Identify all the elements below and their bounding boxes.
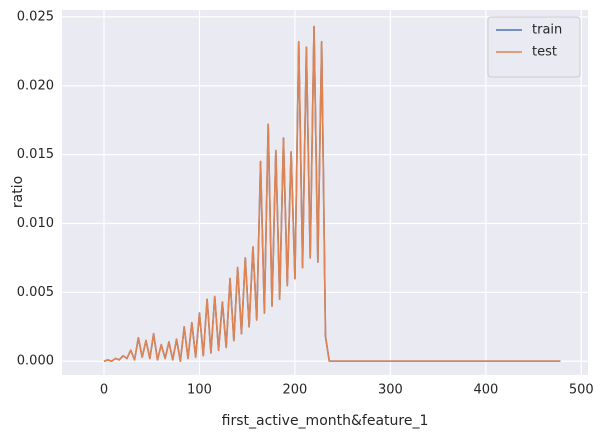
x-tick-label: 0 [100, 383, 108, 398]
legend-label: train [532, 23, 562, 38]
x-tick-label: 200 [283, 383, 308, 398]
y-tick-label: 0.020 [17, 78, 54, 93]
y-tick-label: 0.010 [17, 216, 54, 231]
x-tick-label: 400 [473, 383, 498, 398]
x-tick-label: 300 [378, 383, 403, 398]
legend-label: test [532, 45, 557, 60]
y-axis-label: ratio [10, 176, 26, 208]
y-tick-label: 0.000 [17, 354, 54, 369]
x-axis-label: first_active_month&feature_1 [222, 413, 429, 429]
y-tick-label: 0.015 [17, 147, 54, 162]
series-line [103, 25, 561, 363]
lines [103, 25, 561, 363]
y-tick-label: 0.005 [17, 285, 54, 300]
y-tick-label: 0.025 [17, 9, 54, 24]
legend-box [487, 16, 581, 78]
x-tick-label: 100 [187, 383, 212, 398]
legend: train test [487, 16, 581, 78]
x-tick-label: 500 [569, 383, 594, 398]
